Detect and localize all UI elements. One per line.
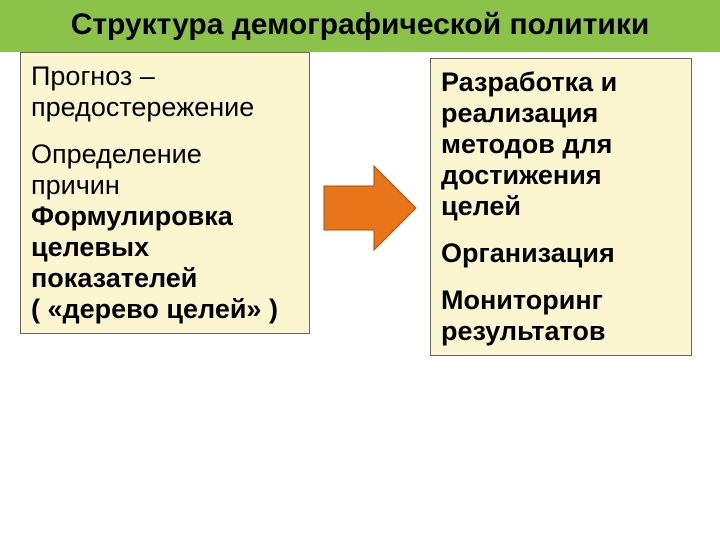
right-item-1-line-e: целей [441, 191, 681, 222]
left-item-3-line-b: целевых [31, 232, 299, 263]
right-item-1-line-d: достижения [441, 160, 681, 191]
right-item-1-line-b: реализация [441, 98, 681, 129]
right-panel: Разработка и реализация методов для дост… [430, 58, 692, 356]
left-item-1-line-b: предостережение [31, 92, 299, 123]
right-item-2: Организация [441, 238, 681, 269]
right-item-1-line-c: методов для [441, 129, 681, 160]
slide-title: Структура демографической политики [0, 0, 720, 52]
left-item-3-line-c: показателей [31, 263, 299, 294]
right-item-3-line-a: Мониторинг [441, 285, 681, 316]
left-item-2-line-b: причин [31, 170, 299, 201]
right-item-1-line-a: Разработка и [441, 67, 681, 98]
left-item-3-line-a: Формулировка [31, 201, 299, 232]
content-area: Прогноз – предостережение Определение пр… [0, 52, 720, 356]
arrow-shape [324, 166, 416, 250]
arrow-container [322, 52, 418, 254]
arrow-right-icon [322, 162, 418, 254]
left-panel: Прогноз – предостережение Определение пр… [20, 52, 310, 334]
left-item-3-line-d: ( «дерево целей» ) [31, 294, 299, 325]
right-item-3-line-b: результатов [441, 316, 681, 347]
left-item-2-line-a: Определение [31, 139, 299, 170]
left-item-1-line-a: Прогноз – [31, 61, 299, 92]
title-text: Структура демографической политики [71, 8, 650, 41]
